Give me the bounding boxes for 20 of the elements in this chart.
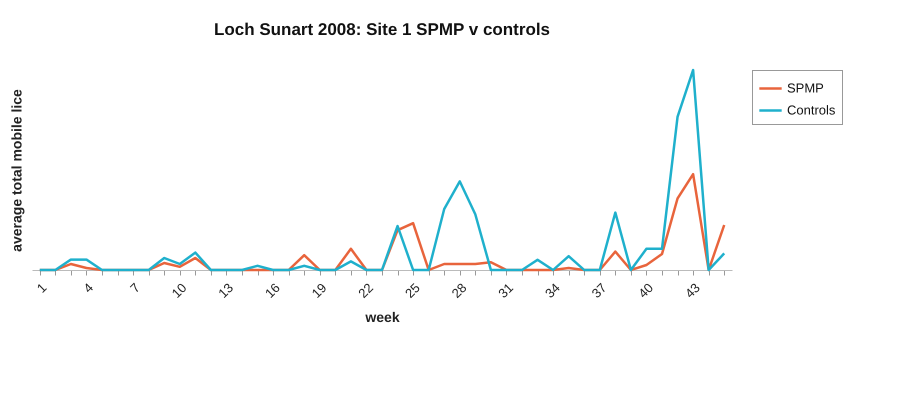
x-tick-label: 1 [34,280,50,296]
x-axis-title: week [364,308,400,325]
x-tick-label: 31 [495,280,516,301]
x-tick-label: 16 [262,280,283,301]
x-tick-label: 37 [588,280,610,301]
x-tick-label: 13 [215,280,236,301]
x-tick-label: 7 [127,280,143,296]
x-tick-label: 28 [448,280,470,301]
chart-title: Loch Sunart 2008: Site 1 SPMP v controls [214,20,550,39]
x-tick-label: 10 [168,280,190,301]
x-tick-label: 34 [542,280,563,301]
x-tick-label: 19 [308,280,330,301]
x-tick-label: 4 [80,280,96,296]
y-axis-title: average total mobile lice [8,88,24,252]
x-tick-label: 40 [635,280,656,301]
legend-label: SPMP [787,80,824,96]
legend-label: Controls [787,102,836,118]
x-tick-label: 25 [402,280,423,301]
x-tick-label: 22 [355,280,376,301]
x-tick-label: 43 [682,280,703,301]
